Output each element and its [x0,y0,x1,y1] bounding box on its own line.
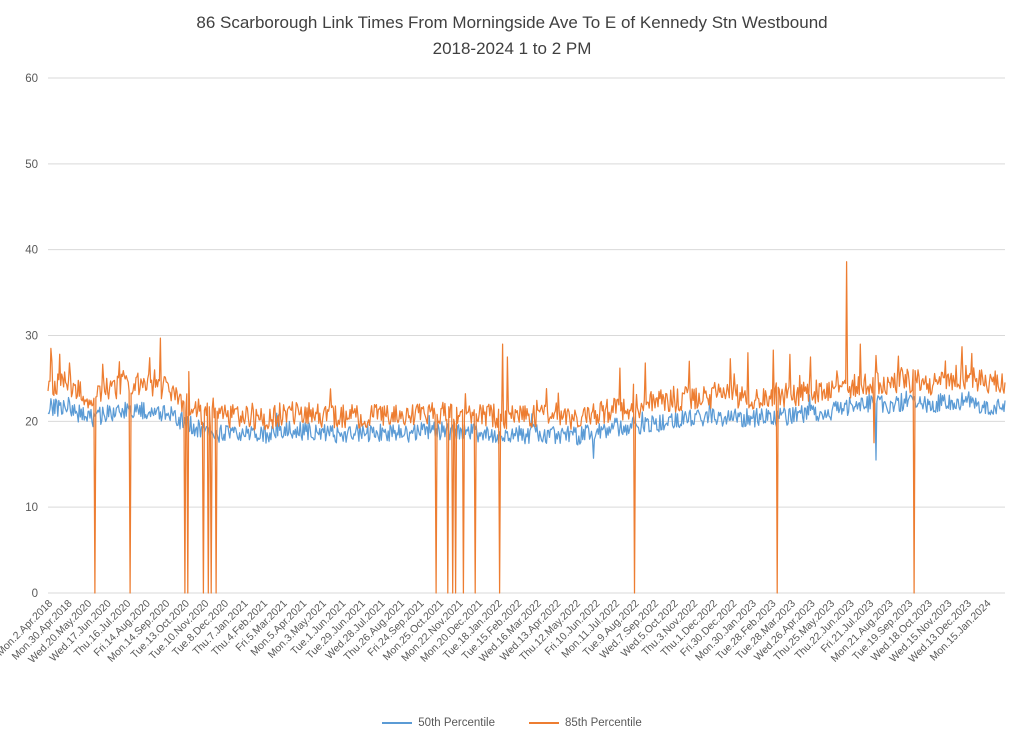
y-tick-label-20: 20 [25,416,38,428]
series-line-85th-percentile [47,261,1006,594]
chart-legend: 50th Percentile 85th Percentile [0,717,1024,729]
legend-item-85th-percentile: 85th Percentile [529,717,642,729]
legend-label-85th-percentile: 85th Percentile [565,717,642,729]
y-tick-label-30: 30 [25,331,38,343]
y-tick-label-0: 0 [32,588,38,600]
chart-title-block: 86 Scarborough Link Times From Morningsi… [0,10,1024,63]
legend-item-50th-percentile: 50th Percentile [382,717,495,729]
y-tick-label-10: 10 [25,502,38,514]
85th-percentile-line-swatch [529,722,559,724]
50th-percentile-line-swatch [382,722,413,724]
y-tick-label-50: 50 [25,159,38,171]
y-tick-label-60: 60 [25,73,38,85]
legend-label-50th-percentile: 50th Percentile [418,717,495,729]
chart-title: 86 Scarborough Link Times From Morningsi… [196,13,828,32]
y-tick-label-40: 40 [25,245,38,257]
chart-subtitle: 2018-2024 1 to 2 PM [432,39,592,59]
series-line-50th-percentile [47,390,1006,461]
